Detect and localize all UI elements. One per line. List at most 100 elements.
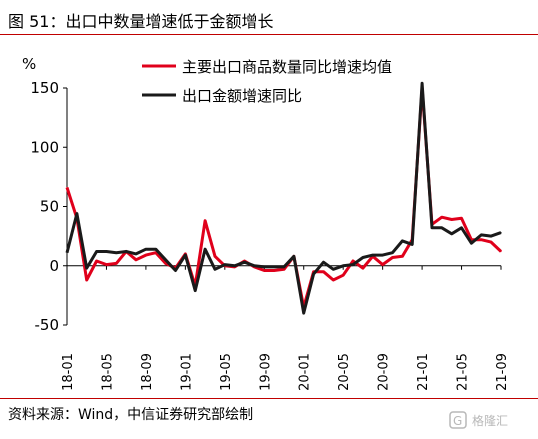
x-tick-label: 19-01 [179,353,194,391]
series-1-point [490,241,492,243]
series-1-point [165,262,167,264]
bottom-rule [0,398,538,399]
watermark-text: 格隆汇 [472,413,508,428]
y-tick-label: -50 [35,316,60,334]
chart-svg: -50 0 50 100 150 18-01 18-05 18-09 19-01 19-05 19… [22,55,510,391]
series-1-point [283,268,285,270]
series-2-point [322,261,325,263]
series-1-point [96,260,98,262]
plot-area [65,81,503,315]
y-tick-label: 0 [49,257,59,275]
y-axis-unit-label: % [22,55,36,73]
series-1-point [401,255,403,257]
series-2-point [155,248,157,250]
series-1-point [105,264,108,266]
y-tick-label: 100 [30,138,59,156]
series-2-point [86,267,88,269]
series-1-point [273,269,275,272]
series-1-point [332,279,334,281]
x-tick-label: 20-05 [337,353,352,391]
series-2-point [500,232,502,234]
top-rule [0,34,538,35]
series-2-point [105,250,108,253]
series-2-point [135,253,137,255]
x-tick-label: 21-05 [456,353,471,391]
x-tick-label: 19-09 [258,353,273,391]
series-2-point [224,264,226,266]
series-2-point [214,268,216,270]
series-1-point [451,218,453,221]
series-2-point [194,290,196,292]
x-tick-label: 21-09 [495,353,510,391]
series-1-point [135,259,137,261]
x-tick-label: 18-01 [61,353,76,391]
chart-title: 图 51：出口中数量增速低于金额增长 [8,12,274,31]
legend-label-1: 主要出口商品数量同比增速均值 [182,58,392,76]
series-2-point [480,234,482,236]
series-line-1 [65,86,503,309]
series-2-point [342,265,344,267]
series-2-point [273,266,275,268]
series-2-point [431,227,433,229]
series-2-point [234,265,236,267]
source-note: 资料来源：Wind，中信证券研究部绘制 [8,407,254,423]
series-2-point [283,266,285,268]
x-tick-label: 21-01 [416,353,431,391]
series-2-point [253,265,255,267]
series-2-point [174,269,177,272]
series-2-point [293,255,295,257]
series-line-2 [65,81,502,315]
series-1-point [441,216,443,218]
series-2-point [303,312,305,314]
series-1-point [115,262,117,264]
series-2-point [441,227,443,229]
series-2-point [421,82,423,84]
series-1-point [66,186,68,189]
watermark-icon: G [453,414,462,428]
series-1-point [500,250,502,253]
series-2-point [243,261,246,263]
series-2-point [96,250,98,253]
series-1-point [214,255,216,257]
series-1-point [352,260,354,262]
series-1-point [460,217,463,219]
series-1-point [391,256,394,259]
series-2-point [460,227,463,229]
series-2-point [391,252,394,254]
series-2-point [145,248,147,250]
series-2-point [263,266,265,268]
series-2-point [411,243,413,245]
series-2-point [451,233,453,235]
y-axis: -50 0 50 100 150 [30,79,68,334]
series-2-point [165,259,167,261]
y-tick-label: 150 [30,79,59,97]
series-1-point [480,239,482,241]
series-2-point [184,254,186,256]
series-1-point [204,220,206,222]
series-2-point [470,242,472,244]
series-1-point [263,269,265,272]
series-1-point [362,267,364,269]
series-2-point [372,254,374,256]
x-tick-label: 18-09 [140,353,155,391]
x-tick-label: 20-01 [298,353,313,391]
x-tick-label: 19-05 [219,353,234,391]
series-1-point [342,274,344,276]
series-2-point [204,248,206,250]
series-2-point [332,268,334,270]
x-tick-label: 18-05 [100,353,115,391]
x-axis: 18-01 18-05 18-09 19-01 19-05 19-09 20-01 20-05… [61,265,510,391]
series-1-point [155,252,157,254]
series-1-point [86,279,88,281]
series-2-point [125,250,127,253]
series-2-point [66,252,68,254]
series-1-point [145,254,147,256]
y-tick-label: 50 [40,198,59,216]
series-2-point [76,213,78,215]
series-2-point [382,254,384,256]
series-2-point [352,264,354,266]
series-1-point [322,271,325,273]
series-2-point [490,235,492,237]
series-1-point [382,264,384,266]
